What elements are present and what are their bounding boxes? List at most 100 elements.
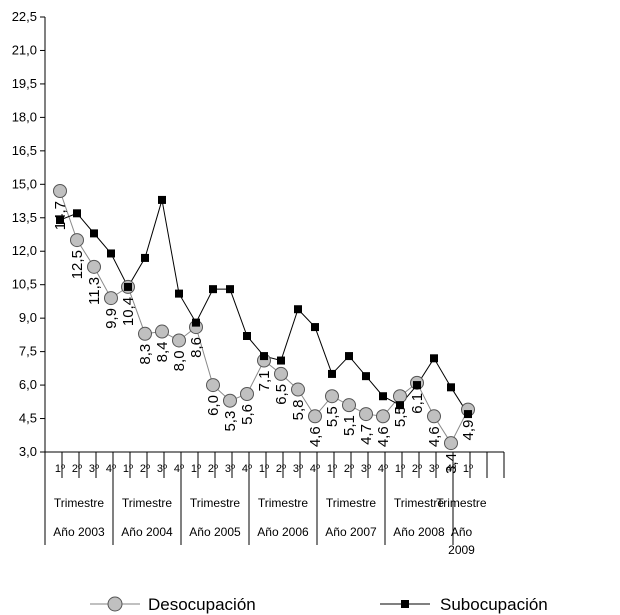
legend-label-desocupacion: Desocupación [148, 595, 256, 614]
trimestre-label: Trimestre [394, 496, 445, 510]
point-subocupacion [226, 285, 234, 294]
data-label-desocupacion: 5,6 [239, 404, 256, 425]
point-desocupacion [444, 436, 458, 451]
trimestre-label: Trimestre [122, 496, 173, 510]
y-tick-label: 16,5 [12, 143, 37, 158]
data-label-desocupacion: 5,1 [341, 415, 358, 436]
y-tick-label: 6,0 [19, 377, 37, 392]
point-desocupacion [291, 382, 305, 397]
legend-item-desocupacion: Desocupación [90, 595, 256, 614]
y-tick-label: 19,5 [12, 76, 37, 91]
quarter-label: 4º [446, 463, 456, 475]
data-label-desocupacion: 5,8 [290, 400, 307, 421]
x-axis: 1º 2º 3º 4º 1º 2º 3º 4º 1º 2º 3º 4º 1º 2º 3º 4º 1º 2º 3º 4º… [44, 451, 505, 557]
quarter-label: 4º [106, 463, 116, 475]
data-label-desocupacion: 7,1 [256, 371, 273, 392]
quarter-label: 4º [310, 463, 320, 475]
legend-marker-desocupacion [107, 596, 123, 612]
trimestre-label: Trimestre [436, 496, 487, 510]
trimestre-label: Trimestre [54, 496, 105, 510]
point-desocupacion [172, 333, 186, 348]
quarter-label: 4º [242, 463, 252, 475]
point-desocupacion [240, 387, 254, 401]
data-label-desocupacion: 6,1 [409, 393, 426, 414]
point-desocupacion [376, 409, 390, 424]
y-tick-label: 3,0 [19, 444, 37, 459]
quarter-label: 2º [208, 463, 218, 475]
point-subocupacion [73, 209, 81, 218]
data-label-desocupacion: 5,5 [324, 406, 341, 427]
quarter-label: 3º [361, 463, 371, 475]
data-label-desocupacion: 4,7 [358, 424, 375, 445]
data-label-desocupacion: 6,5 [273, 384, 290, 405]
point-subocupacion [447, 383, 455, 392]
quarter-label: 1º [395, 463, 405, 475]
data-label-desocupacion: 3,4 [443, 453, 460, 474]
quarter-label: 4º [378, 463, 388, 475]
data-label-desocupacion: 8,4 [154, 342, 171, 363]
data-label-desocupacion: 5,3 [222, 411, 239, 432]
year-label: Año [451, 525, 473, 539]
y-tick-label: 12,0 [12, 243, 37, 258]
point-subocupacion [90, 229, 98, 238]
year-label: Año 2003 [53, 525, 105, 539]
point-subocupacion [396, 401, 404, 410]
point-desocupacion [104, 291, 118, 306]
point-subocupacion [345, 352, 353, 361]
data-label-desocupacion: 14,7 [52, 201, 69, 230]
data-label-desocupacion: 8,6 [188, 337, 205, 358]
point-subocupacion [209, 285, 217, 294]
point-subocupacion [413, 381, 421, 390]
data-label-desocupacion: 11,3 [86, 277, 103, 305]
data-label-desocupacion: 4,9 [460, 420, 477, 441]
trimestre-label: Trimestre [326, 496, 377, 510]
data-label-desocupacion: 4,6 [375, 426, 392, 447]
point-subocupacion [107, 249, 115, 258]
quarter-label: 1º [463, 463, 473, 475]
y-tick-label: 4,5 [19, 411, 37, 426]
quarter-label: 2º [140, 463, 150, 475]
quarter-label: 2º [412, 463, 422, 475]
point-desocupacion [342, 398, 356, 413]
y-tick-label: 10,5 [12, 277, 37, 292]
data-label-desocupacion: 10,4 [120, 297, 137, 326]
quarter-label: 2º [72, 463, 82, 475]
point-subocupacion [430, 354, 438, 363]
legend-marker-subocupacion [401, 600, 409, 608]
legend-item-subocupacion: Subocupación [380, 595, 548, 614]
y-tick-label: 7,5 [19, 344, 37, 359]
point-desocupacion [87, 259, 101, 274]
series-layer [53, 184, 475, 451]
point-desocupacion [308, 409, 322, 424]
trimestre-label: Trimestre [190, 496, 241, 510]
legend: Desocupación Subocupación [90, 595, 548, 614]
quarter-label: 2º [344, 463, 354, 475]
year-label: Año 2007 [325, 525, 377, 539]
point-subocupacion [277, 356, 285, 365]
point-subocupacion [175, 289, 183, 298]
point-desocupacion [155, 324, 169, 339]
year-label: 2009 [448, 543, 475, 557]
data-label-desocupacion: 4,6 [426, 426, 443, 447]
quarter-label: 3º [225, 463, 235, 475]
data-labels: 14,7 12,511,39,9 10,4 8,3 8,4 8,08,6 6,05,3 5,6… [52, 201, 477, 474]
y-tick-label: 22,5 [12, 9, 37, 24]
y-tick-label: 13,5 [12, 210, 37, 225]
legend-label-subocupacion: Subocupación [440, 595, 548, 614]
year-label: Año 2005 [189, 525, 241, 539]
y-tick-label: 18,0 [12, 109, 37, 124]
data-label-desocupacion: 5,5 [392, 406, 409, 427]
data-label-desocupacion: 4,6 [307, 426, 324, 447]
y-axis: 3,0 4,5 6,0 7,5 9,0 10,5 12,0 13,5 15,0 16,5 18,0 1… [12, 9, 46, 459]
point-subocupacion [294, 305, 302, 314]
quarter-label: 2º [276, 463, 286, 475]
year-label: Año 2006 [257, 525, 309, 539]
quarter-label: 3º [157, 463, 167, 475]
quarter-label: 3º [293, 463, 303, 475]
point-desocupacion [138, 326, 152, 341]
quarter-label: 1º [259, 463, 269, 475]
point-subocupacion [56, 216, 64, 224]
point-subocupacion [192, 318, 200, 327]
point-subocupacion [464, 410, 472, 419]
